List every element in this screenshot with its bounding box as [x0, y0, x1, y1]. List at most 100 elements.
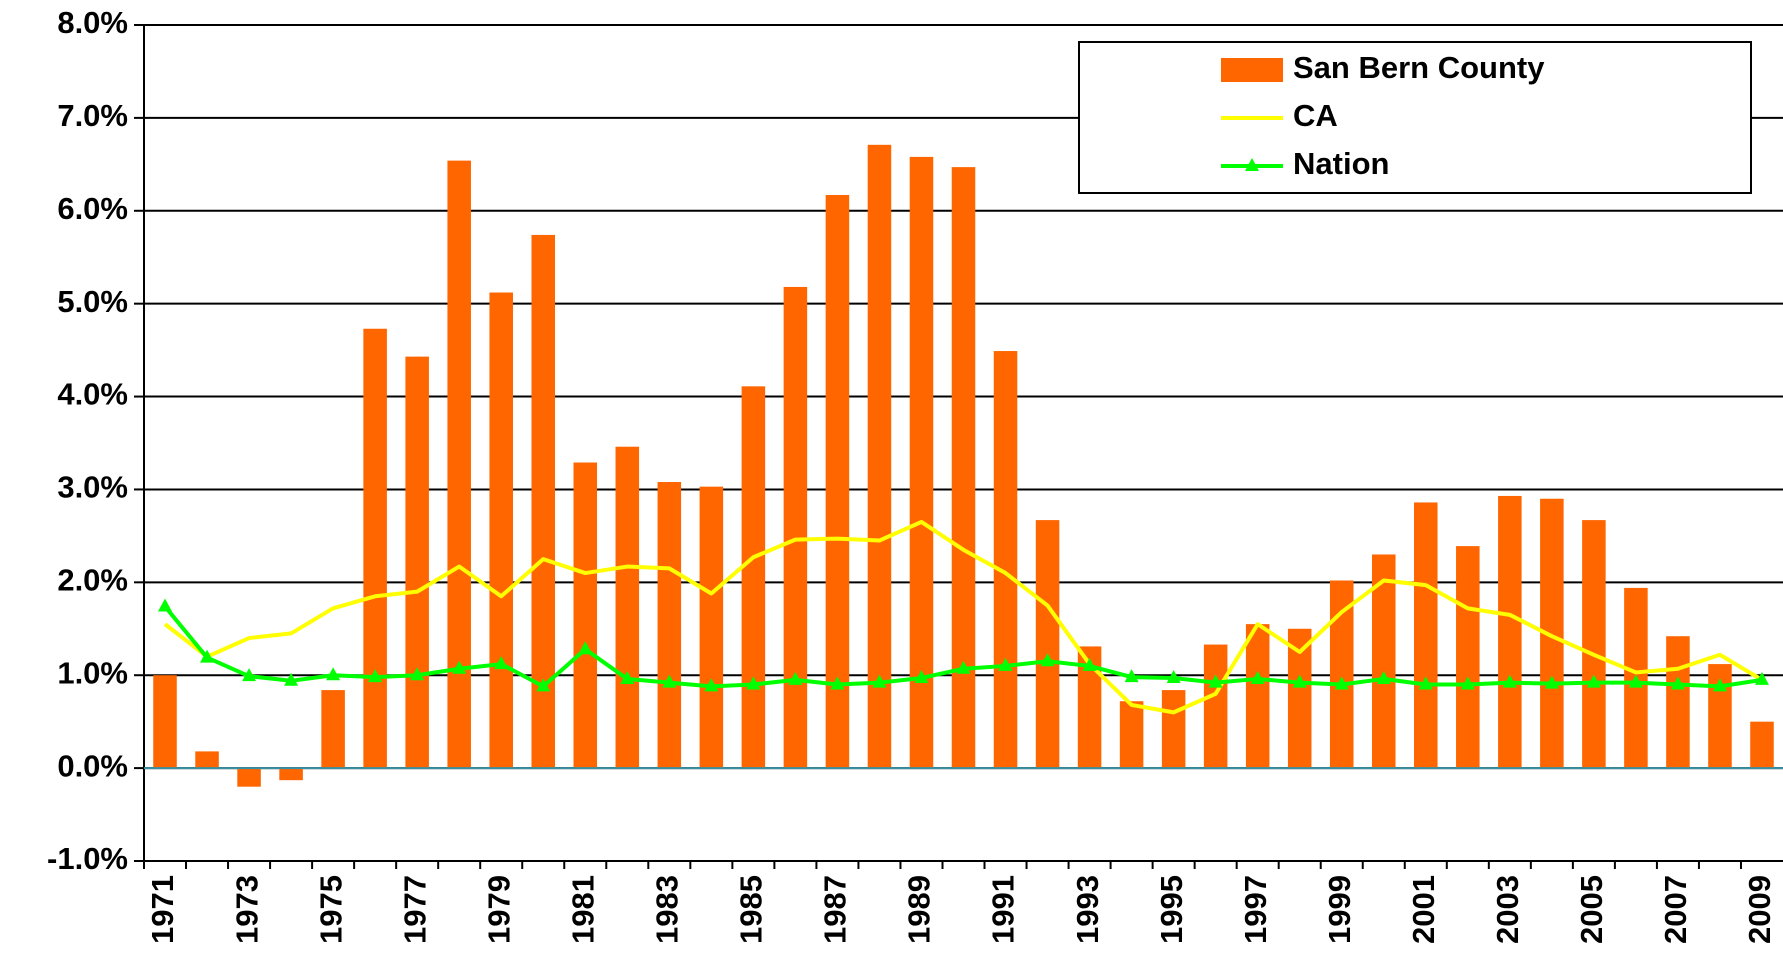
marker: [1292, 674, 1307, 688]
bar: [993, 351, 1018, 769]
y-tick-label: 8.0%: [57, 5, 128, 40]
marker: [1712, 678, 1727, 692]
marker: [1544, 675, 1559, 689]
marker: [284, 672, 299, 686]
bar: [951, 167, 976, 769]
bar: [699, 486, 724, 769]
bar: [321, 690, 345, 769]
bar: [1203, 644, 1228, 769]
marker: [1502, 674, 1517, 688]
legend-marker: [1245, 158, 1259, 171]
bar: [1371, 554, 1396, 769]
x-tick-label: 2005: [1574, 875, 1609, 944]
bar: [1287, 628, 1312, 769]
bar: [279, 768, 303, 781]
bar: [237, 768, 261, 787]
x-tick-label: 1985: [734, 875, 769, 944]
marker: [662, 674, 677, 688]
bar: [1035, 520, 1060, 769]
bar: [615, 446, 640, 769]
marker: [1586, 674, 1601, 688]
x-tick-label: 2009: [1742, 875, 1777, 944]
bar: [1245, 624, 1270, 769]
legend-box: [1078, 41, 1752, 194]
legend-label: San Bern County: [1293, 50, 1545, 85]
x-tick-label: 1991: [986, 875, 1021, 944]
x-tick-label: 1997: [1238, 875, 1273, 944]
legend-label: Nation: [1293, 146, 1389, 181]
x-tick-label: 1975: [313, 875, 348, 944]
bar: [405, 356, 429, 769]
x-tick-label: 1977: [397, 875, 432, 944]
x-tick-label: 1987: [818, 875, 853, 944]
bar: [825, 194, 850, 769]
x-tick-label: 1979: [481, 875, 516, 944]
y-tick-label: 1.0%: [57, 655, 128, 690]
marker: [872, 674, 887, 688]
marker: [368, 669, 383, 683]
bar: [1119, 701, 1144, 769]
marker: [200, 649, 215, 663]
bar: [489, 292, 513, 769]
y-tick-label: 6.0%: [57, 191, 128, 226]
marker: [452, 660, 467, 674]
marker: [242, 668, 257, 682]
y-tick-label: 5.0%: [57, 284, 128, 319]
y-tick-label: 0.0%: [57, 748, 128, 783]
bar: [867, 144, 892, 769]
legend-swatch: [1221, 58, 1283, 82]
marker: [788, 671, 803, 685]
marker: [1376, 670, 1391, 684]
x-tick-label: 2003: [1490, 875, 1525, 944]
x-tick-label: 1993: [1070, 875, 1105, 944]
marker: [1670, 676, 1685, 690]
marker: [1166, 670, 1181, 684]
bar: [447, 160, 471, 769]
bar: [1456, 546, 1480, 769]
marker: [1418, 676, 1433, 690]
marker: [410, 667, 425, 681]
line: [163, 519, 1764, 715]
marker: [536, 678, 551, 692]
x-tick-label: 1989: [902, 875, 937, 944]
x-tick-label: 1973: [229, 875, 264, 944]
marker: [620, 670, 635, 684]
marker: [998, 657, 1013, 671]
marker: [830, 676, 845, 690]
bar: [363, 328, 387, 769]
marker: [1628, 674, 1643, 688]
bar: [573, 462, 598, 769]
x-tick-label: 1981: [565, 875, 600, 944]
bar: [1540, 498, 1564, 769]
marker: [1124, 669, 1139, 683]
x-tick-label: 1999: [1322, 875, 1357, 944]
bar: [1582, 520, 1606, 769]
marker: [1334, 676, 1349, 690]
marker: [956, 660, 971, 674]
y-tick-label: 7.0%: [57, 98, 128, 133]
x-tick-label: 1971: [145, 875, 180, 944]
marker: [704, 678, 719, 692]
marker: [158, 598, 173, 612]
bar: [195, 751, 219, 769]
bar: [741, 386, 766, 769]
marker: [578, 641, 593, 655]
marker: [1040, 653, 1055, 667]
bar: [909, 156, 934, 769]
marker: [914, 670, 929, 684]
x-tick-label: 2007: [1658, 875, 1693, 944]
bar: [783, 286, 808, 769]
bar: [1161, 690, 1186, 769]
legend-label: CA: [1293, 98, 1338, 133]
y-tick-label: -1.0%: [47, 841, 128, 876]
y-tick-label: 2.0%: [57, 563, 128, 598]
marker: [494, 656, 509, 670]
marker: [1754, 671, 1769, 685]
bar: [657, 482, 682, 769]
bar: [1750, 721, 1774, 769]
x-tick-label: 2001: [1406, 875, 1441, 944]
bar: [153, 675, 177, 769]
x-tick-label: 1995: [1154, 875, 1189, 944]
marker: [1250, 670, 1265, 684]
